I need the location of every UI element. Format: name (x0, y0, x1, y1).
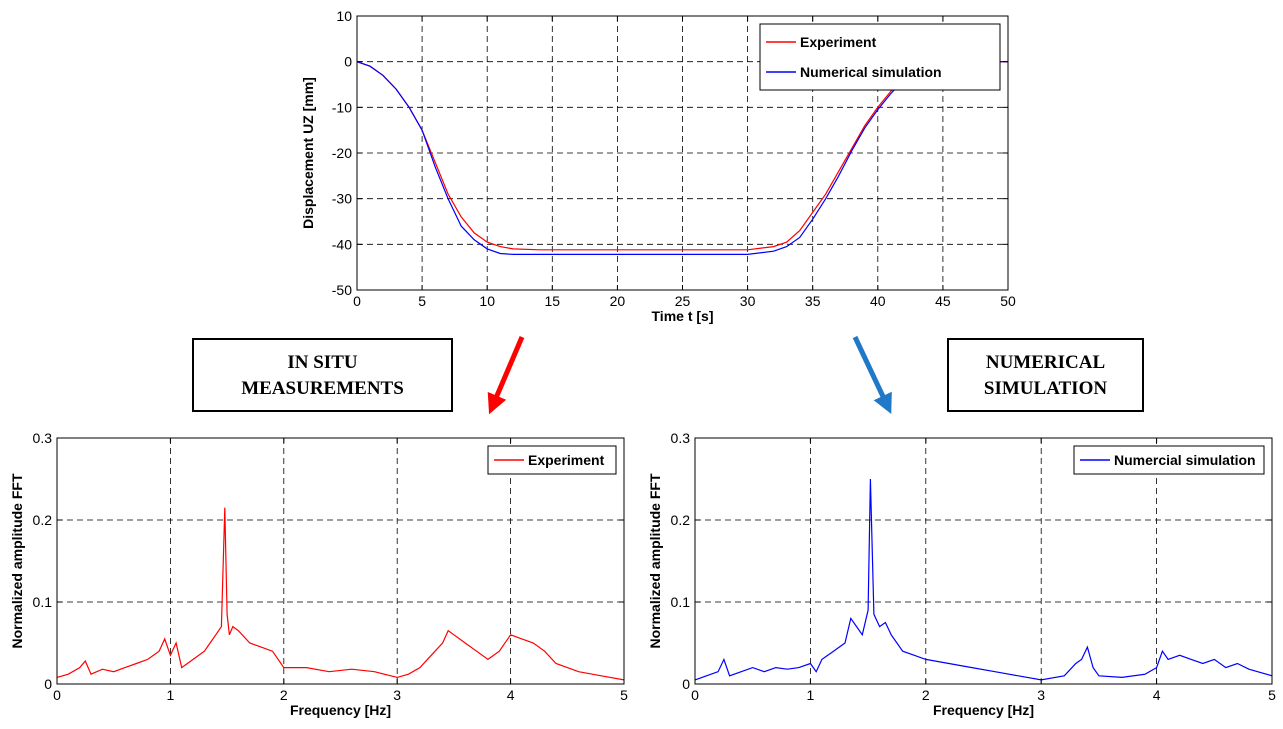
x-tick-label: 1 (167, 687, 175, 703)
y-tick-label: -10 (332, 99, 352, 115)
x-tick-label: 30 (740, 293, 756, 309)
legend-label: Experiment (528, 452, 605, 468)
x-tick-label: 10 (479, 293, 495, 309)
legend-label: Numercial simulation (1114, 452, 1256, 468)
y-tick-label: -40 (332, 236, 352, 252)
x-tick-label: 0 (353, 293, 361, 309)
y-tick-label: 0 (44, 676, 52, 692)
chart-fft-simulation: 0 1 2 3 4 5 0.3 0.2 0.1 0 Frequency [Hz] Normalized… (647, 430, 1276, 718)
numerical-line2: SIMULATION (983, 378, 1108, 399)
x-tick-label: 3 (1037, 687, 1045, 703)
in-situ-line1: IN SITU (287, 352, 358, 373)
y-axis-label: Normalized amplitude FFT (647, 473, 663, 648)
x-tick-label: 3 (393, 687, 401, 703)
legend: Experiment (487, 445, 617, 475)
x-tick-label: 5 (1268, 687, 1276, 703)
y-tick-label: 0.2 (33, 512, 53, 528)
legend-label: Numerical simulation (800, 64, 942, 80)
x-tick-label: 0 (53, 687, 61, 703)
y-tick-label: 0.3 (671, 430, 691, 446)
x-tick-label: 25 (675, 293, 691, 309)
y-tick-label: 0 (344, 54, 352, 70)
x-tick-label: 2 (280, 687, 288, 703)
x-tick-label: 4 (507, 687, 515, 703)
legend-box (759, 23, 1001, 91)
x-axis-label: Frequency [Hz] (290, 702, 391, 718)
series-line-experiment (56, 507, 625, 681)
x-tick-label: 45 (935, 293, 951, 309)
y-tick-label: 10 (336, 8, 352, 24)
legend: Experiment Numerical simulation (759, 23, 1001, 91)
x-axis-label: Frequency [Hz] (933, 702, 1034, 718)
y-tick-label: 0 (682, 676, 690, 692)
y-tick-label: -20 (332, 145, 352, 161)
plot-area (57, 438, 624, 684)
y-axis-label: Normalized amplitude FFT (9, 473, 25, 648)
chart-top-displacement: 0 5 10 15 20 25 30 35 40 45 50 10 0 -10 -20 -30 -40 -50 Ti… (300, 8, 1016, 324)
in-situ-line2: MEASUREMENTS (241, 378, 404, 399)
arrow-to-numerical (852, 335, 892, 415)
x-tick-label: 20 (610, 293, 626, 309)
x-tick-label: 0 (691, 687, 699, 703)
y-tick-label: 0.2 (671, 512, 691, 528)
chart-fft-experiment: 0 1 2 3 4 5 0.3 0.2 0.1 0 Frequency [Hz] Normalized… (9, 430, 628, 718)
series-line-numercial-simulation (694, 478, 1273, 681)
x-tick-label: 1 (807, 687, 815, 703)
x-tick-label: 50 (1000, 293, 1016, 309)
y-axis-label: Displacement UZ [mm] (300, 77, 316, 229)
axes-frame (694, 437, 1273, 685)
x-tick-label: 40 (870, 293, 886, 309)
y-tick-label: 0.1 (33, 594, 53, 610)
x-tick-label: 2 (922, 687, 930, 703)
legend-label: Experiment (800, 34, 877, 50)
x-axis-label: Time t [s] (652, 308, 714, 324)
numerical-line1: NUMERICAL (985, 352, 1106, 373)
y-tick-label: -30 (332, 191, 352, 207)
plot-area (695, 438, 1272, 684)
x-tick-label: 5 (620, 687, 628, 703)
in-situ-measurements-label: IN SITU MEASUREMENTS (192, 338, 453, 412)
legend: Numercial simulation (1073, 445, 1265, 475)
axes-frame (56, 437, 625, 685)
numerical-simulation-label: NUMERICAL SIMULATION (947, 338, 1144, 412)
x-tick-label: 35 (805, 293, 821, 309)
x-tick-label: 4 (1153, 687, 1161, 703)
arrow-to-in-situ (487, 336, 525, 415)
y-tick-label: 0.1 (671, 594, 691, 610)
x-tick-label: 5 (418, 293, 426, 309)
y-tick-label: -50 (332, 282, 352, 298)
x-tick-label: 15 (545, 293, 561, 309)
y-tick-label: 0.3 (33, 430, 53, 446)
